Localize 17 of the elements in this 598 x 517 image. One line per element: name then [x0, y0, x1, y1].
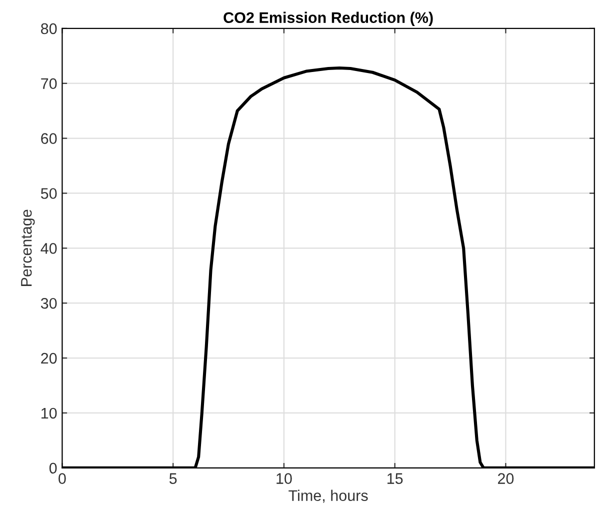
x-tick-label: 15: [388, 473, 403, 484]
x-tick-label: 0: [58, 473, 66, 484]
y-tick-label: 0: [49, 462, 57, 474]
x-tick-label: 5: [169, 473, 177, 484]
y-tick-label: 10: [42, 408, 57, 419]
chart-title: CO2 Emission Reduction (%): [224, 12, 433, 26]
y-tick-label: 70: [41, 78, 57, 90]
y-tick-label: 50: [40, 188, 57, 199]
x-axis-title: Time, hours: [288, 490, 368, 503]
y-tick-label: 20: [41, 352, 57, 364]
y-tick-label: 60: [41, 133, 57, 144]
x-tick-label: 20: [498, 473, 514, 484]
y-tick-label: 30: [40, 298, 57, 309]
x-tick-label: 10: [276, 473, 292, 484]
y-tick-label: 40: [40, 243, 57, 254]
y-axis-title: Percentage: [21, 210, 35, 286]
y-tick-label: 80: [41, 23, 57, 34]
